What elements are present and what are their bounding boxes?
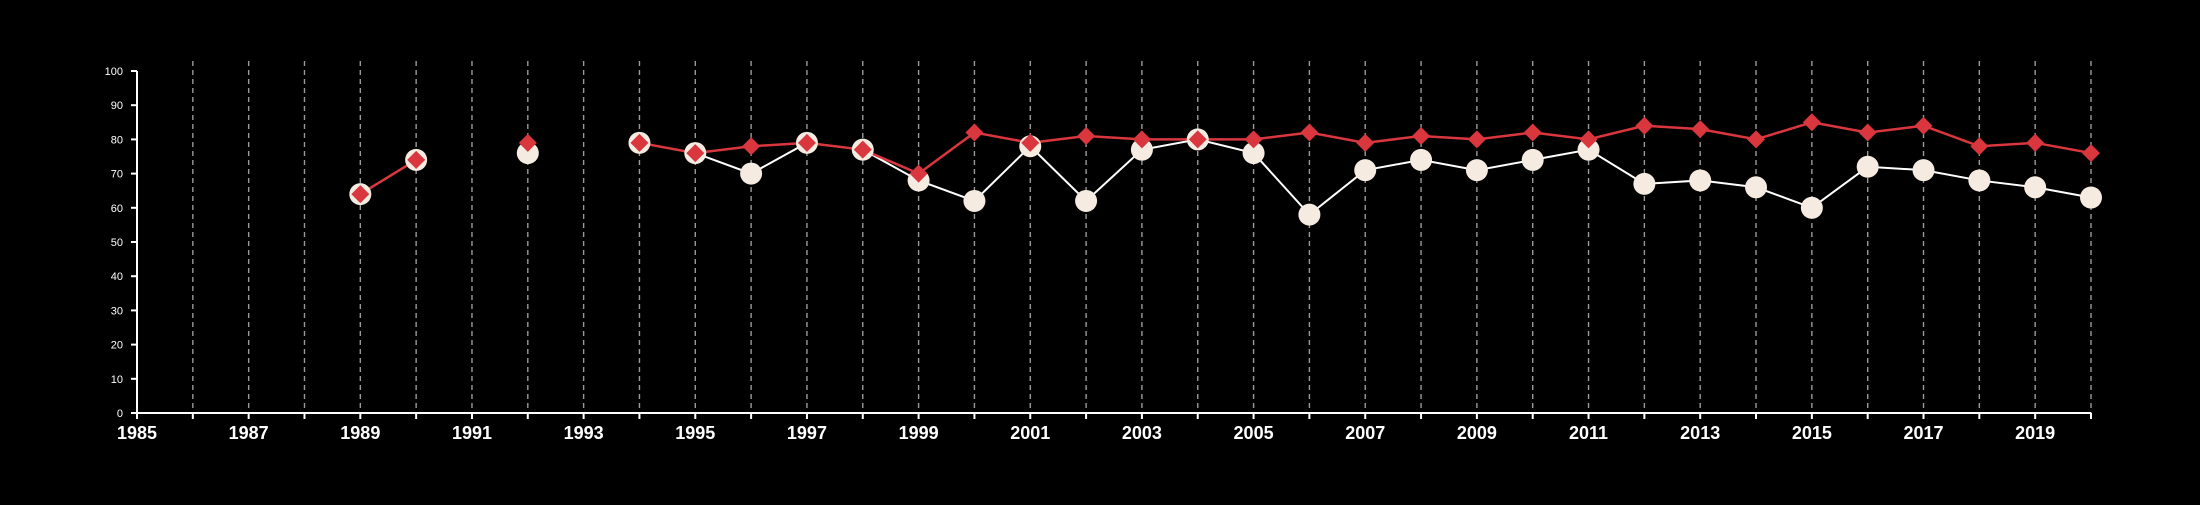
series-b-point-1998 <box>853 140 872 159</box>
series-b-point-2020 <box>2082 144 2100 163</box>
x-tick-label-2007: 2007 <box>1345 423 1385 443</box>
y-tick-label-50: 50 <box>111 237 123 249</box>
series-a-point-2011 <box>1577 138 1600 161</box>
x-tick-label-1997: 1997 <box>787 423 827 443</box>
series-b-point-2009 <box>1467 130 1486 149</box>
series-a-point-2018 <box>1968 169 1991 192</box>
series-b-point-2005 <box>1244 130 1263 149</box>
series-a-point-2007 <box>1354 159 1377 182</box>
x-tick-label-2017: 2017 <box>1903 423 1943 443</box>
series-b-point-2016 <box>1858 123 1877 142</box>
series-a-point-2020 <box>2080 186 2102 209</box>
series-b-point-2003 <box>1132 130 1151 149</box>
x-tick-label-1985: 1985 <box>117 423 157 443</box>
series-b-point-2017 <box>1914 116 1933 135</box>
y-tick-label-100: 100 <box>105 66 123 78</box>
series-b-point-1995 <box>686 144 705 163</box>
series-a-point-2013 <box>1689 169 1712 192</box>
series-b-point-2011 <box>1579 130 1598 149</box>
series-a-point-2003 <box>1130 138 1153 161</box>
y-tick-label-60: 60 <box>111 203 123 215</box>
x-tick-label-1993: 1993 <box>564 423 604 443</box>
x-tick-label-2003: 2003 <box>1122 423 1162 443</box>
series-b-point-1999 <box>909 164 928 183</box>
y-tick-label-20: 20 <box>111 340 123 352</box>
series-a-point-2005 <box>1242 142 1265 165</box>
series-markers <box>349 113 2102 226</box>
series-a-point-2002 <box>1075 189 1098 212</box>
x-tick-label-2005: 2005 <box>1234 423 1274 443</box>
series-b-point-2002 <box>1077 126 1096 145</box>
y-tick-label-30: 30 <box>111 305 123 317</box>
series-b-point-1994 <box>630 133 649 152</box>
series-b-point-2013 <box>1691 120 1710 139</box>
y-tick-label-90: 90 <box>111 100 123 112</box>
series-a-point-1992 <box>516 142 539 165</box>
x-tick-label-1989: 1989 <box>340 423 380 443</box>
series-a-point-2006 <box>1298 203 1321 226</box>
x-tick-label-2013: 2013 <box>1680 423 1720 443</box>
series-a-point-2009 <box>1465 159 1488 182</box>
series-a-point-2014 <box>1745 176 1768 199</box>
x-tick-label-2019: 2019 <box>2015 423 2055 443</box>
y-tick-label-80: 80 <box>111 134 123 146</box>
series-a-point-2008 <box>1410 148 1433 171</box>
x-tick-label-1987: 1987 <box>229 423 269 443</box>
series-b-point-2008 <box>1412 126 1431 145</box>
series-b-point-2018 <box>1970 137 1989 156</box>
series-b-point-2010 <box>1523 123 1542 142</box>
series-b-point-1997 <box>797 133 816 152</box>
x-tick-label-2015: 2015 <box>1792 423 1832 443</box>
y-tick-label-70: 70 <box>111 169 123 181</box>
x-tick-label-1999: 1999 <box>899 423 939 443</box>
series-b-point-2004 <box>1188 130 1207 149</box>
gridlines <box>192 61 2092 413</box>
series-a-point-1996 <box>740 162 763 185</box>
x-tick-label-1995: 1995 <box>675 423 715 443</box>
series-b-point-1990 <box>407 150 426 169</box>
series-b-point-2015 <box>1802 113 1821 132</box>
y-tick-label-0: 0 <box>117 408 123 420</box>
series-b-point-2001 <box>1021 133 1040 152</box>
x-tick-label-1991: 1991 <box>452 423 492 443</box>
series-a-point-2015 <box>1800 196 1823 219</box>
series-b-point-2007 <box>1356 133 1375 152</box>
series-a-point-2000 <box>963 189 986 212</box>
x-tick-label-2009: 2009 <box>1457 423 1497 443</box>
series-a-point-2019 <box>2024 176 2047 199</box>
axes: 0 10 20 30 40 50 60 70 80 90 100 1985 1987 1989 1991 19… <box>105 66 2092 443</box>
series-b-point-1992 <box>518 133 537 152</box>
series-a-point-2017 <box>1912 159 1935 182</box>
series-b-point-2012 <box>1635 116 1654 135</box>
series-a-point-2016 <box>1856 155 1879 178</box>
series-b-point-2014 <box>1747 130 1766 149</box>
y-tick-label-40: 40 <box>111 271 123 283</box>
series-b-point-1989 <box>351 185 370 204</box>
series-b-point-2019 <box>2026 133 2045 152</box>
series-a-point-2010 <box>1521 148 1544 171</box>
series-b-point-1996 <box>742 137 761 156</box>
series-lines <box>359 121 2092 217</box>
x-tick-label-2001: 2001 <box>1010 423 1050 443</box>
series-b-point-2006 <box>1300 123 1319 142</box>
series-b-point-2000 <box>965 123 984 142</box>
series-a-point-2012 <box>1633 172 1656 195</box>
y-tick-label-10: 10 <box>111 374 123 386</box>
x-tick-label-2011: 2011 <box>1569 423 1608 443</box>
